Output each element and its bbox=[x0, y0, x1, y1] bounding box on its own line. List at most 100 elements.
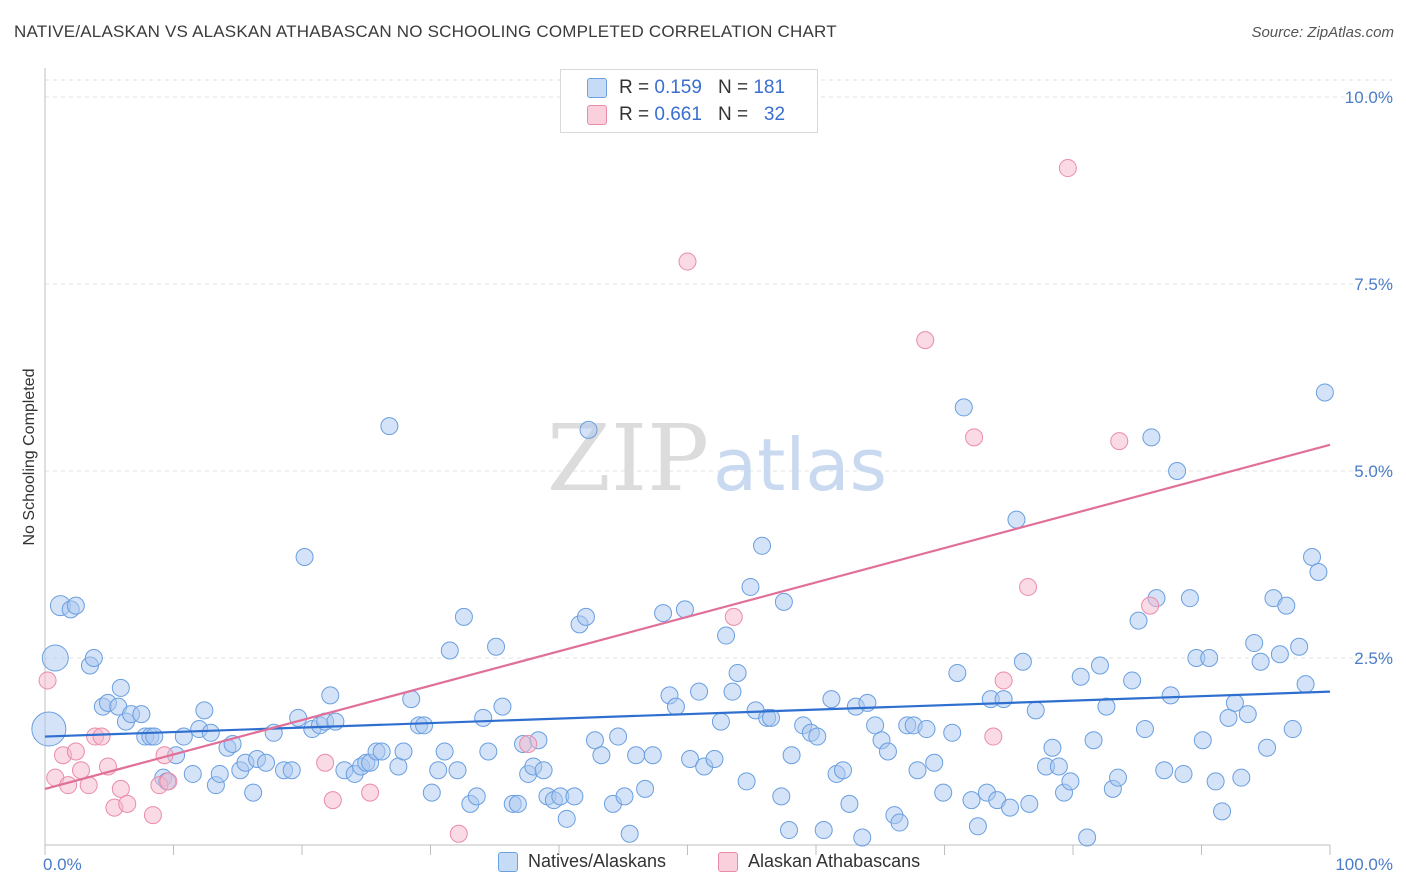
point-athabascans bbox=[92, 727, 111, 746]
point-natives bbox=[934, 783, 953, 802]
point-natives bbox=[1245, 634, 1264, 653]
y-tick-label: 5.0% bbox=[1354, 462, 1393, 481]
point-natives bbox=[422, 783, 441, 802]
point-natives bbox=[711, 712, 730, 731]
point-natives bbox=[183, 764, 202, 783]
stats-legend-row-natives: R = 0.159 N = 181 bbox=[587, 76, 785, 100]
y-tick-label: 10.0% bbox=[1345, 88, 1393, 107]
n-value: 181 bbox=[753, 77, 786, 98]
x-tick-label: 0.0% bbox=[43, 855, 82, 874]
point-natives bbox=[257, 753, 276, 772]
point-natives bbox=[814, 821, 833, 840]
point-natives bbox=[1296, 675, 1315, 694]
point-natives bbox=[132, 705, 151, 724]
point-natives bbox=[429, 761, 448, 780]
point-athabascans bbox=[118, 794, 137, 813]
point-natives bbox=[666, 697, 685, 716]
point-natives bbox=[394, 742, 413, 761]
point-natives bbox=[690, 682, 709, 701]
point-natives bbox=[1013, 652, 1032, 671]
point-natives bbox=[705, 749, 724, 768]
point-natives bbox=[782, 746, 801, 765]
point-athabascans bbox=[1141, 596, 1160, 615]
point-natives bbox=[565, 787, 584, 806]
legend-item-athabascans[interactable]: Alaskan Athabascans bbox=[718, 851, 920, 872]
point-natives bbox=[1129, 611, 1148, 630]
point-natives bbox=[41, 644, 69, 672]
point-natives bbox=[1007, 510, 1026, 529]
data-points bbox=[31, 159, 1334, 847]
legend-swatch-natives bbox=[587, 78, 607, 98]
point-natives bbox=[487, 637, 506, 656]
point-natives bbox=[681, 749, 700, 768]
chart-title: NATIVE/ALASKAN VS ALASKAN ATHABASCAN NO … bbox=[14, 22, 837, 41]
point-natives bbox=[917, 720, 936, 739]
n-label: N = bbox=[717, 77, 749, 98]
point-natives bbox=[962, 791, 981, 810]
point-natives bbox=[1213, 802, 1232, 821]
point-natives bbox=[636, 779, 655, 798]
point-natives bbox=[508, 794, 527, 813]
point-natives bbox=[822, 690, 841, 709]
point-natives bbox=[479, 742, 498, 761]
point-natives bbox=[435, 742, 454, 761]
point-natives bbox=[1026, 701, 1045, 720]
point-natives bbox=[1290, 637, 1309, 656]
watermark: ZIP atlas bbox=[547, 405, 887, 512]
point-natives bbox=[1071, 667, 1090, 686]
point-natives bbox=[282, 761, 301, 780]
point-natives bbox=[1200, 649, 1219, 667]
point-natives bbox=[954, 398, 973, 417]
point-natives bbox=[1303, 548, 1322, 567]
point-natives bbox=[1135, 720, 1154, 739]
watermark-zip: ZIP bbox=[547, 405, 709, 512]
point-natives bbox=[723, 682, 742, 701]
point-natives bbox=[415, 716, 434, 735]
point-natives bbox=[1258, 738, 1277, 757]
point-natives bbox=[643, 746, 662, 765]
point-athabascans bbox=[323, 791, 342, 810]
point-athabascans bbox=[519, 735, 538, 754]
point-natives bbox=[753, 536, 772, 555]
point-natives bbox=[467, 787, 486, 806]
point-natives bbox=[111, 678, 130, 697]
point-natives bbox=[372, 742, 391, 761]
point-natives bbox=[201, 723, 220, 742]
point-natives bbox=[762, 708, 781, 727]
point-natives bbox=[31, 711, 67, 747]
point-natives bbox=[878, 742, 897, 761]
point-natives bbox=[244, 783, 263, 802]
point-natives bbox=[866, 716, 885, 735]
point-athabascans bbox=[1058, 159, 1077, 178]
point-natives bbox=[737, 772, 756, 791]
point-natives bbox=[493, 697, 512, 716]
point-natives bbox=[448, 761, 467, 780]
point-natives bbox=[474, 708, 493, 727]
point-athabascans bbox=[66, 742, 85, 761]
point-natives bbox=[620, 824, 639, 843]
point-natives bbox=[295, 548, 314, 567]
point-natives bbox=[145, 727, 164, 746]
point-natives bbox=[774, 592, 793, 611]
point-natives bbox=[908, 761, 927, 780]
point-natives bbox=[380, 417, 399, 436]
point-natives bbox=[615, 787, 634, 806]
legend-label-natives: Natives/Alaskans bbox=[528, 851, 667, 871]
point-athabascans bbox=[111, 779, 130, 798]
point-natives bbox=[1078, 828, 1097, 847]
point-athabascans bbox=[159, 772, 178, 791]
legend-item-natives[interactable]: Natives/Alaskans bbox=[498, 851, 666, 872]
trend-line-natives bbox=[44, 690, 1331, 738]
point-natives bbox=[210, 764, 229, 783]
point-athabascans bbox=[361, 783, 380, 802]
point-natives bbox=[627, 746, 646, 765]
point-natives bbox=[1251, 652, 1270, 671]
trend-line-athabascans bbox=[44, 443, 1331, 790]
legend-label-athabascans: Alaskan Athabascans bbox=[748, 851, 921, 871]
point-natives bbox=[1219, 708, 1238, 727]
point-natives bbox=[1161, 686, 1180, 705]
r-label: R = bbox=[619, 104, 650, 125]
point-natives bbox=[84, 649, 103, 667]
point-athabascans bbox=[143, 806, 162, 825]
point-athabascans bbox=[984, 727, 1003, 746]
